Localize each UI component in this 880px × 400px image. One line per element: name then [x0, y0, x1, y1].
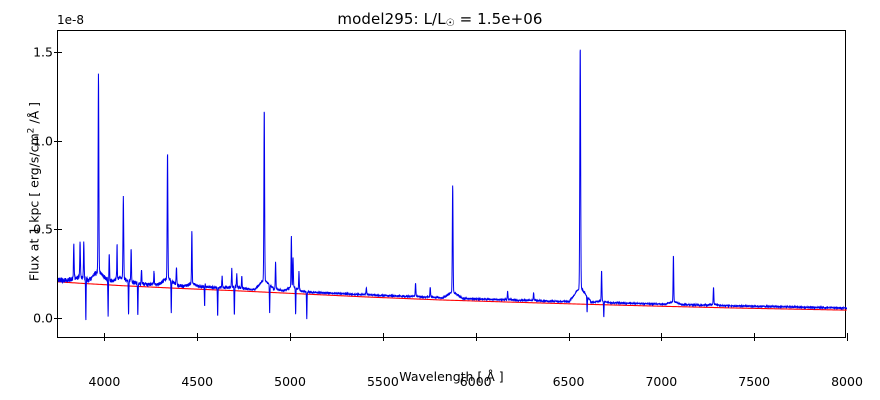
- x-axis-label: Wavelength [ Å ]: [399, 369, 504, 384]
- x-tick-label: 6500: [552, 374, 585, 389]
- y-axis-label: Flux at 1 kpc [ erg/s/cm2 /Å ]: [26, 62, 41, 322]
- y-tick-label: 0.0: [33, 310, 53, 326]
- x-tick-label: 4500: [181, 374, 214, 389]
- y-tick-mark: [54, 317, 58, 319]
- y-tick-mark-inner: [58, 140, 62, 142]
- y-tick-label: 1.5: [33, 44, 53, 60]
- x-tick-mark: [847, 337, 848, 341]
- x-tick-mark-inner: [382, 333, 384, 337]
- x-tick-mark: [568, 337, 570, 341]
- y-axis-label-exponent: 2: [26, 127, 37, 134]
- x-tick-label: 7000: [645, 374, 678, 389]
- y-tick-label: 1.0: [33, 133, 53, 149]
- x-tick-label: 5500: [366, 374, 399, 389]
- x-tick-mark: [290, 337, 292, 341]
- x-tick-label: 8000: [831, 374, 863, 389]
- x-tick-mark: [104, 337, 106, 341]
- x-tick-mark-inner: [475, 333, 477, 337]
- x-tick-mark-inner: [847, 333, 848, 337]
- x-tick-mark-inner: [661, 333, 663, 337]
- sun-symbol-icon: ☉: [445, 18, 455, 29]
- x-tick-label: 4000: [88, 374, 121, 389]
- plot-axes-frame: 4000 4500 5000 5500 6000 6500 7000 7500 8000 0.0 0…: [33, 30, 863, 389]
- page-title: model295: L/L☉ = 1.5e+06: [0, 10, 880, 29]
- y-tick-mark: [54, 52, 58, 54]
- x-tick-mark: [197, 337, 199, 341]
- x-tick-label: 6000: [459, 374, 492, 389]
- x-tick-mark-inner: [290, 333, 292, 337]
- y-axis-offset-label: 1e-8: [57, 13, 84, 27]
- x-tick-label: 5000: [274, 374, 306, 389]
- x-tick-mark-inner: [197, 333, 199, 337]
- total-spectrum-series-line: [58, 49, 847, 321]
- continuum-series-line: [58, 281, 847, 311]
- y-tick-label: 0.5: [33, 221, 53, 237]
- x-tick-mark: [475, 337, 477, 341]
- x-tick-mark-inner: [568, 333, 570, 337]
- y-tick-mark-inner: [58, 52, 62, 54]
- plot-title-text: model295: L/L☉ = 1.5e+06: [337, 10, 543, 29]
- y-axis-label-pre: Flux at 1 kpc [ erg/s/cm: [26, 133, 42, 282]
- y-tick-mark-inner: [58, 317, 62, 319]
- x-tick-label: 7500: [738, 374, 771, 389]
- y-tick-mark-inner: [58, 229, 62, 231]
- x-tick-mark-inner: [754, 333, 756, 337]
- y-tick-mark: [54, 229, 58, 231]
- x-tick-mark: [661, 337, 663, 341]
- x-tick-mark: [754, 337, 756, 341]
- y-axis-label-post: /Å ]: [26, 102, 42, 128]
- x-tick-mark: [382, 337, 384, 341]
- spectrum-plot-area: [58, 49, 847, 321]
- y-tick-mark: [54, 140, 58, 142]
- x-tick-mark-inner: [104, 333, 106, 337]
